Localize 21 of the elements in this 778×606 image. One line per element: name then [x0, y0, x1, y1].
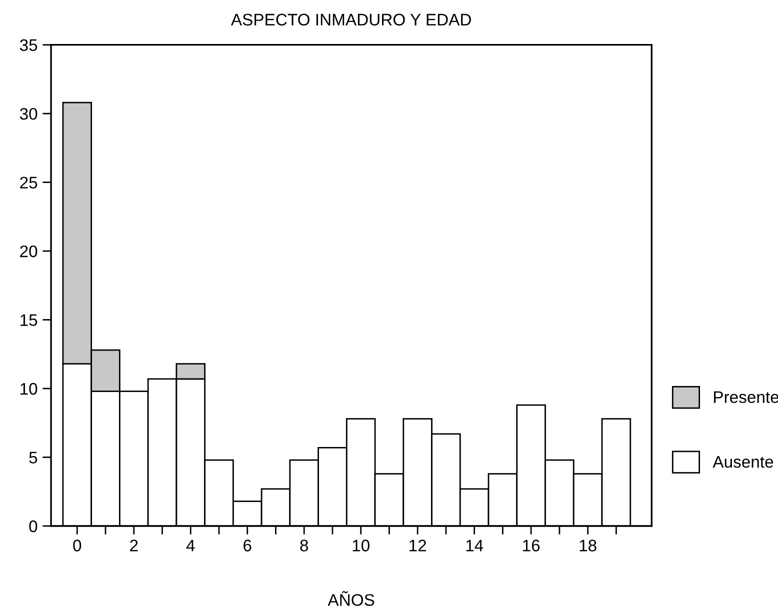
x-tick-label: 10 — [352, 540, 370, 552]
legend-label: Ausente — [712, 456, 774, 468]
y-tick-label: 10 — [20, 382, 38, 395]
y-tick-label: 0 — [29, 520, 38, 532]
x-tick-label: 16 — [523, 540, 540, 552]
x-tick-label: 2 — [130, 540, 138, 552]
y-tick-label: 25 — [20, 176, 38, 189]
x-tick-label: 12 — [410, 540, 426, 552]
y-tick-label: 5 — [29, 452, 38, 464]
x-tick-label: 4 — [186, 540, 195, 552]
x-tick-label: 14 — [466, 540, 484, 552]
y-tick-label: 20 — [20, 245, 38, 258]
y-tick-label: 30 — [20, 108, 38, 120]
y-tick-label: 15 — [20, 314, 38, 326]
x-axis-title: AÑOS — [328, 591, 374, 606]
x-tick-label: 18 — [580, 540, 596, 552]
x-tick-label: 0 — [73, 540, 82, 552]
chart-title: ASPECTO INMADURO Y EDAD — [230, 14, 471, 26]
y-tick-label: 35 — [20, 39, 38, 52]
x-tick-label: 8 — [300, 540, 308, 552]
x-tick-label: 6 — [244, 540, 252, 552]
